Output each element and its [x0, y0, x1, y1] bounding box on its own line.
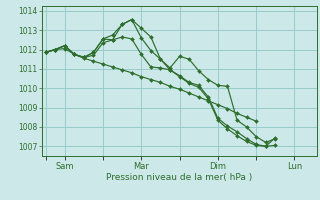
X-axis label: Pression niveau de la mer( hPa ): Pression niveau de la mer( hPa ): [106, 173, 252, 182]
